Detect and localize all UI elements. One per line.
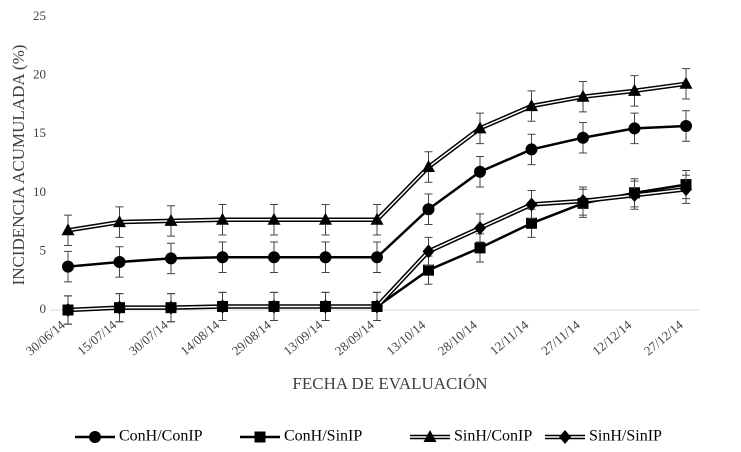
marker: [371, 251, 383, 264]
x-tick-label: 15/07/14: [74, 317, 119, 359]
marker: [319, 251, 332, 264]
y-axis-title: INCIDENCIA ACUMULADA (%): [9, 45, 28, 286]
marker: [319, 212, 332, 225]
marker: [577, 131, 589, 144]
marker: [474, 220, 486, 235]
marker: [216, 212, 229, 225]
marker: [628, 122, 641, 135]
x-tick-label: 27/11/14: [538, 317, 583, 358]
legend-label: SinH/ConIP: [454, 428, 532, 445]
marker: [423, 264, 434, 276]
legend-label: SinH/SinIP: [589, 428, 662, 445]
marker: [577, 194, 589, 209]
marker: [370, 212, 384, 225]
x-tick-label: 12/12/14: [589, 317, 634, 359]
legend-label: ConH/SinIP: [284, 428, 362, 445]
marker: [680, 182, 692, 197]
marker: [62, 303, 74, 317]
x-tick-label: 12/11/14: [487, 317, 532, 358]
marker: [164, 213, 178, 226]
x-tick-label: 27/12/14: [641, 317, 686, 359]
marker: [422, 203, 435, 216]
x-axis-title: FECHA DE EVALUACIÓN: [292, 374, 487, 393]
x-tick-label: 30/06/14: [23, 317, 68, 359]
x-tick-label: 28/10/14: [435, 317, 480, 359]
marker: [216, 251, 229, 264]
x-tick-label: 28/09/14: [332, 317, 377, 359]
x-tick-label: 13/10/14: [383, 317, 428, 359]
marker: [474, 242, 486, 254]
y-tick-label: 10: [33, 184, 46, 199]
marker: [422, 160, 435, 173]
x-tick-label: 13/09/14: [280, 317, 325, 359]
marker: [216, 299, 229, 314]
y-tick-label: 25: [33, 8, 46, 23]
x-tick-label: 14/08/14: [177, 317, 222, 359]
y-tick-label: 5: [40, 242, 47, 257]
marker: [680, 119, 692, 132]
marker: [525, 99, 538, 112]
marker: [268, 299, 280, 314]
marker: [525, 143, 538, 156]
marker: [473, 121, 487, 134]
y-tick-label: 20: [33, 67, 46, 82]
marker: [422, 244, 435, 259]
legend-marker: [89, 431, 101, 443]
legend-marker: [423, 430, 437, 442]
marker: [267, 212, 281, 225]
marker: [113, 255, 126, 268]
marker: [371, 299, 383, 314]
marker: [319, 299, 332, 314]
marker: [62, 260, 74, 273]
y-tick-label: 15: [33, 125, 46, 140]
marker: [474, 165, 486, 178]
marker: [113, 300, 126, 315]
marker: [576, 89, 590, 102]
marker: [679, 76, 693, 89]
marker: [61, 223, 75, 236]
marker: [113, 215, 126, 228]
marker: [165, 252, 177, 265]
marker: [526, 217, 537, 229]
x-tick-label: 29/08/14: [229, 317, 274, 359]
marker: [268, 251, 280, 264]
legend-marker: [254, 431, 266, 443]
marker: [628, 188, 641, 203]
y-tick-label: 0: [40, 301, 47, 316]
legend-label: ConH/ConIP: [119, 428, 203, 445]
marker: [525, 197, 538, 212]
legend-marker: [559, 430, 571, 444]
x-tick-label: 30/07/14: [126, 317, 171, 359]
marker: [628, 83, 641, 96]
marker: [165, 300, 177, 315]
